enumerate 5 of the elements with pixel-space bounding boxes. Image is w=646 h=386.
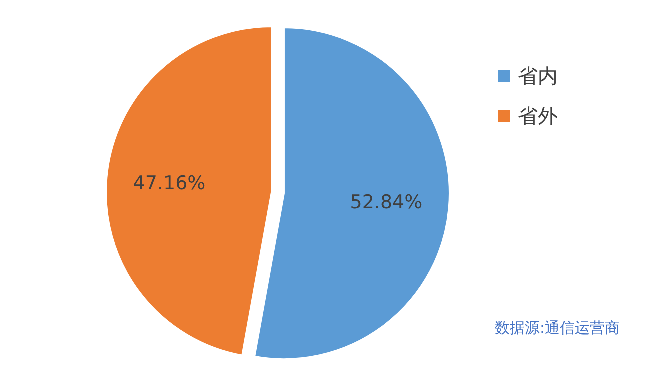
data-label: 52.84% bbox=[350, 192, 423, 214]
legend-label: 省内 bbox=[518, 64, 558, 88]
legend-label: 省外 bbox=[518, 104, 558, 128]
data-label: 47.16% bbox=[133, 172, 206, 194]
text: 数据源:通信运营商 bbox=[494, 319, 620, 337]
